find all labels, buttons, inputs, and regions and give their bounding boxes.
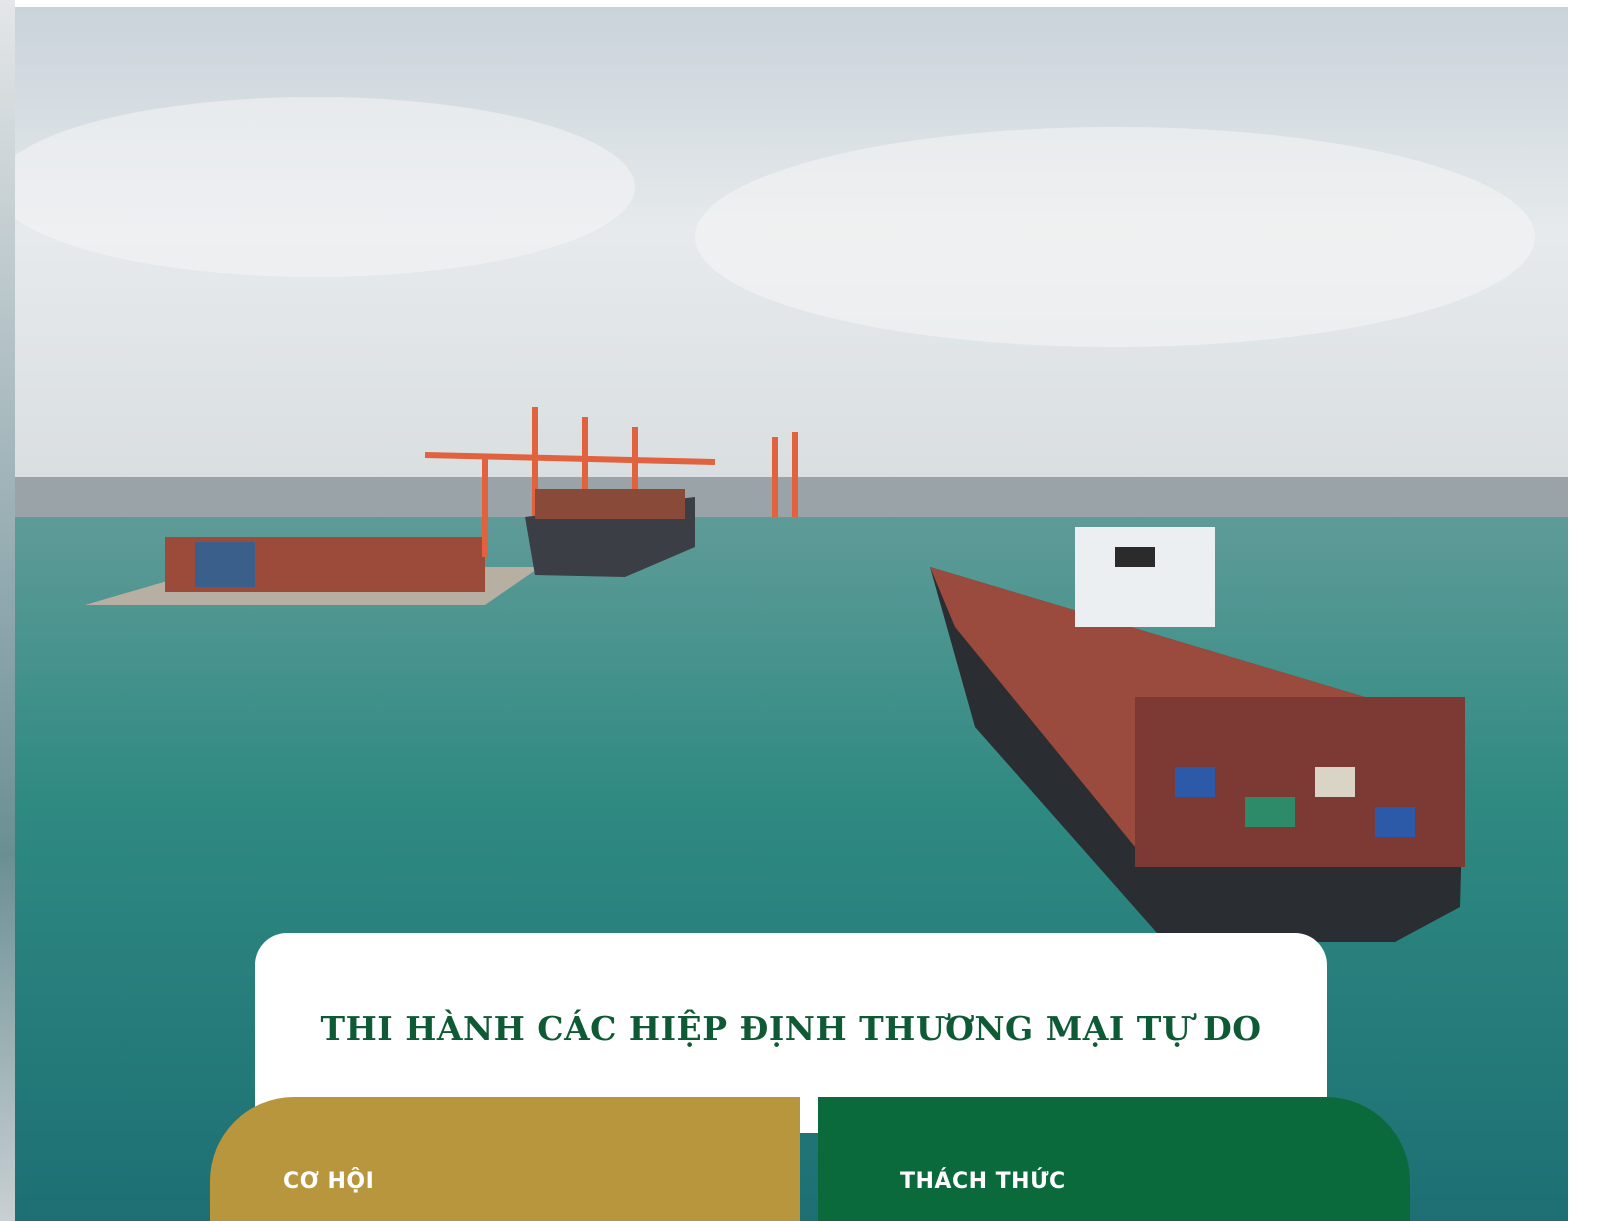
side-strip	[0, 0, 15, 1221]
panel-label: CƠ HỘI	[283, 1169, 374, 1194]
opportunity-panel: CƠ HỘI	[210, 1097, 800, 1221]
page: THI HÀNH CÁC HIỆP ĐỊNH THƯƠNG MẠI TỰ DO …	[0, 0, 1601, 1221]
section-title: THI HÀNH CÁC HIỆP ĐỊNH THƯƠNG MẠI TỰ DO	[255, 1009, 1327, 1048]
panel-label: THÁCH THỨC	[900, 1169, 1066, 1194]
challenge-panel: THÁCH THỨC	[818, 1097, 1410, 1221]
